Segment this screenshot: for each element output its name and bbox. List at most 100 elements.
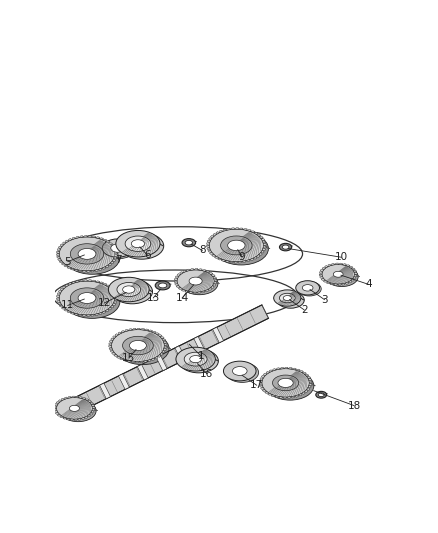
Ellipse shape (272, 375, 299, 391)
Polygon shape (287, 397, 291, 399)
Polygon shape (302, 392, 305, 394)
Ellipse shape (180, 272, 218, 295)
Polygon shape (353, 270, 357, 272)
Ellipse shape (108, 277, 149, 302)
Polygon shape (110, 350, 114, 352)
Ellipse shape (279, 244, 292, 251)
Polygon shape (276, 368, 280, 370)
Polygon shape (302, 373, 307, 374)
Polygon shape (211, 236, 214, 238)
Polygon shape (92, 408, 98, 411)
Polygon shape (309, 381, 312, 383)
Ellipse shape (57, 398, 92, 419)
Polygon shape (279, 397, 284, 398)
Polygon shape (55, 403, 58, 406)
Ellipse shape (279, 293, 295, 303)
Polygon shape (308, 378, 312, 381)
Polygon shape (259, 253, 262, 255)
Polygon shape (300, 298, 304, 300)
Polygon shape (61, 398, 64, 401)
Polygon shape (57, 251, 60, 254)
Polygon shape (112, 247, 117, 249)
Polygon shape (91, 404, 95, 406)
Polygon shape (57, 298, 60, 301)
Polygon shape (271, 395, 276, 397)
Polygon shape (284, 367, 288, 369)
Ellipse shape (277, 292, 304, 308)
Ellipse shape (116, 333, 169, 365)
Ellipse shape (123, 286, 135, 293)
Polygon shape (83, 271, 87, 272)
Polygon shape (115, 254, 117, 256)
Polygon shape (91, 236, 95, 238)
Polygon shape (108, 289, 113, 292)
Polygon shape (275, 396, 280, 398)
Polygon shape (208, 288, 212, 290)
Polygon shape (87, 271, 91, 272)
Polygon shape (348, 280, 352, 283)
Polygon shape (299, 370, 304, 373)
Polygon shape (330, 283, 335, 285)
Polygon shape (78, 314, 83, 316)
Polygon shape (118, 332, 121, 335)
Polygon shape (186, 269, 190, 271)
Polygon shape (60, 416, 64, 418)
Polygon shape (320, 277, 324, 279)
Polygon shape (114, 256, 117, 259)
Polygon shape (159, 244, 164, 246)
Polygon shape (219, 230, 223, 233)
Polygon shape (335, 263, 338, 265)
Ellipse shape (325, 267, 358, 287)
Polygon shape (112, 352, 116, 354)
Polygon shape (114, 301, 117, 303)
Polygon shape (57, 293, 60, 296)
Polygon shape (91, 410, 94, 413)
Polygon shape (115, 298, 117, 301)
Polygon shape (304, 374, 309, 376)
Polygon shape (201, 270, 206, 271)
Ellipse shape (116, 230, 160, 257)
Text: 17: 17 (250, 380, 263, 390)
Ellipse shape (159, 283, 167, 288)
Polygon shape (345, 282, 348, 284)
Polygon shape (89, 402, 94, 404)
Polygon shape (162, 338, 166, 341)
Polygon shape (108, 243, 113, 245)
Polygon shape (262, 248, 265, 251)
Polygon shape (291, 368, 296, 370)
Polygon shape (260, 378, 263, 381)
Polygon shape (95, 313, 99, 316)
Polygon shape (75, 280, 79, 282)
Polygon shape (351, 268, 355, 270)
Ellipse shape (283, 296, 291, 301)
Polygon shape (230, 228, 234, 230)
Polygon shape (342, 264, 346, 265)
Text: 14: 14 (175, 293, 189, 303)
Polygon shape (291, 396, 295, 398)
Polygon shape (160, 352, 163, 356)
Polygon shape (213, 327, 223, 343)
Polygon shape (64, 265, 69, 267)
Polygon shape (250, 258, 253, 261)
Polygon shape (242, 261, 246, 263)
Polygon shape (268, 393, 272, 395)
Polygon shape (69, 282, 72, 285)
Polygon shape (246, 260, 250, 262)
Polygon shape (115, 254, 122, 257)
Text: 9: 9 (239, 252, 245, 262)
Polygon shape (63, 242, 66, 245)
Ellipse shape (64, 285, 120, 318)
Polygon shape (307, 387, 310, 390)
Polygon shape (250, 231, 255, 233)
Polygon shape (92, 408, 95, 411)
Polygon shape (110, 341, 113, 343)
Polygon shape (74, 396, 78, 398)
Polygon shape (272, 369, 276, 371)
Polygon shape (206, 245, 209, 248)
Polygon shape (57, 254, 60, 256)
Polygon shape (157, 335, 162, 336)
Polygon shape (177, 273, 180, 277)
Polygon shape (131, 361, 136, 362)
Polygon shape (78, 270, 83, 272)
Text: 10: 10 (335, 252, 348, 262)
